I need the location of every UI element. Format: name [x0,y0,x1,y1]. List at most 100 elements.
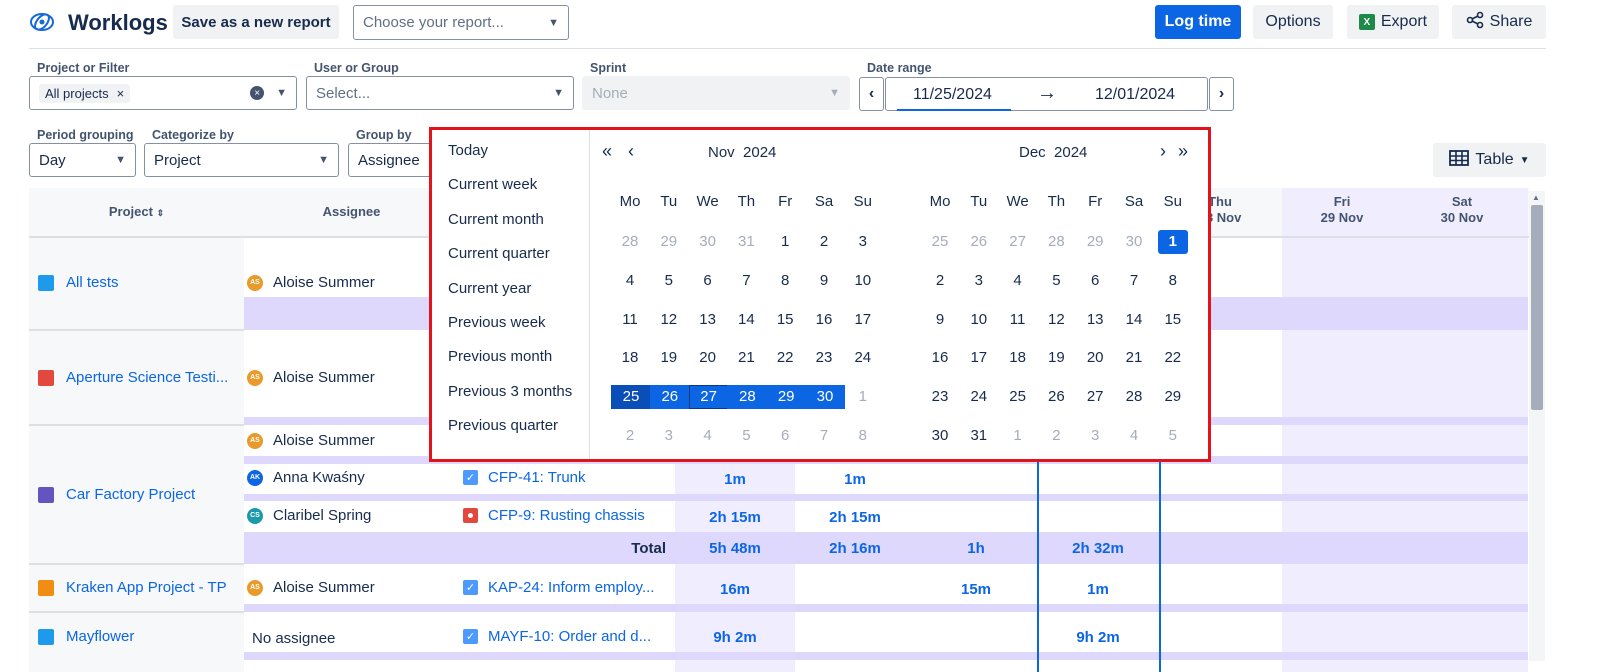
issue-link[interactable]: CFP-9: Rusting chassis [463,507,645,524]
calendar-day[interactable]: 3 [1091,427,1100,444]
preset-option[interactable]: Previous quarter [448,417,559,435]
calendar-day[interactable]: 15 [1164,310,1182,328]
preset-option[interactable]: Current quarter [448,245,550,263]
calendar-day[interactable]: 4 [1013,271,1022,289]
clear-icon[interactable]: × [250,86,265,100]
calendar-day[interactable]: 30 [805,385,845,410]
calendar-day[interactable]: 5 [742,427,751,444]
project-link[interactable]: Mayflower [38,628,134,645]
time-cell[interactable]: 1m [1087,581,1109,598]
calendar-day[interactable]: 6 [1091,271,1100,289]
calendar-day[interactable]: 9 [819,271,829,289]
calendar-day[interactable]: 1 [858,388,867,406]
time-cell[interactable]: 16m [719,581,751,598]
log-time-button[interactable]: Log time [1155,5,1241,39]
calendar-day[interactable]: 14 [1125,310,1143,328]
calendar-day[interactable]: 22 [1164,349,1182,367]
calendar-day[interactable]: 4 [703,427,712,444]
calendar-day[interactable]: 16 [815,310,833,328]
calendar-day[interactable]: 7 [1129,271,1139,289]
calendar-day[interactable]: 3 [664,427,673,444]
preset-option[interactable]: Today [448,142,489,159]
project-chip[interactable]: All projects × [39,83,131,103]
calendar-day[interactable]: 18 [621,349,639,367]
project-link[interactable]: Aperture Science Testi... [38,369,228,386]
calendar-day[interactable]: 24 [854,349,872,367]
calendar-day[interactable]: 28 [1125,388,1143,406]
issue-link[interactable]: ✓ MAYF-10: Order and d... [463,628,651,645]
date-to-input[interactable]: 12/01/2024 [1095,86,1176,103]
calendar-day[interactable]: 3 [974,271,983,289]
issue-link[interactable]: ✓ KAP-24: Inform employ... [463,579,654,596]
date-range-field[interactable] [885,77,1208,111]
calendar-day[interactable]: 21 [1125,349,1143,367]
calendar-day[interactable]: 25 [1009,388,1026,406]
calendar-day[interactable]: 8 [781,271,790,289]
calendar-day[interactable]: 17 [970,349,988,367]
calendar-day[interactable]: 14 [738,310,755,328]
prev-year-button[interactable]: « [602,141,613,161]
calendar-day[interactable]: 26 [649,385,690,410]
calendar-day[interactable]: 1 [1157,230,1188,254]
calendar-day[interactable]: 20 [699,349,716,367]
calendar-day[interactable]: 2 [935,271,945,289]
calendar-day[interactable]: 6 [781,427,790,444]
project-link[interactable]: All tests [38,274,119,291]
next-year-button[interactable]: » [1178,141,1189,161]
remove-chip-icon[interactable]: × [116,85,125,101]
time-cell[interactable]: 1m [844,471,866,488]
calendar-day[interactable]: 10 [854,271,872,289]
calendar-day[interactable]: 28 [1048,233,1065,250]
calendar-day[interactable]: 2 [819,233,829,250]
preset-option[interactable]: Current month [448,210,544,228]
project-link[interactable]: Car Factory Project [38,486,195,503]
calendar-day[interactable]: 29 [660,233,678,250]
time-cell[interactable]: 2h 15m [709,509,761,526]
calendar-day[interactable]: 5 [1168,427,1177,444]
time-cell[interactable]: 2h 15m [829,509,881,526]
calendar-day[interactable]: 31 [970,427,988,444]
preset-option[interactable]: Current week [448,176,538,194]
export-button[interactable]: X Export [1347,5,1439,39]
options-button[interactable]: Options [1253,5,1333,39]
calendar-day[interactable]: 10 [970,310,988,328]
calendar-day[interactable]: 27 [1086,388,1104,406]
calendar-day[interactable]: 24 [970,388,988,406]
calendar-day[interactable]: 30 [931,427,949,444]
time-cell[interactable]: 9h 2m [713,629,757,646]
scroll-up-icon[interactable]: ▲ [1532,193,1540,202]
calendar-day[interactable]: 28 [621,233,639,250]
calendar-day[interactable]: 5 [1052,271,1061,289]
calendar-day[interactable]: 8 [1168,271,1177,289]
calendar-day[interactable]: 4 [625,271,635,289]
next-month-button[interactable]: › [1160,141,1166,161]
calendar-day[interactable]: 9 [935,310,945,328]
calendar-day[interactable]: 6 [703,271,712,289]
user-filter-select[interactable]: Select... ▼ [306,76,574,110]
calendar-day[interactable]: 1 [781,233,790,250]
report-select[interactable]: Choose your report... ▼ [353,5,569,40]
calendar-day[interactable]: 26 [970,233,988,250]
calendar-day[interactable]: 11 [1009,310,1026,328]
calendar-day[interactable]: 22 [776,349,794,367]
categorize-select[interactable]: Project ▼ [144,143,339,177]
calendar-day[interactable]: 30 [699,233,716,250]
next-period-button[interactable]: › [1209,77,1234,111]
calendar-day[interactable]: 29 [1086,233,1104,250]
calendar-day[interactable]: 12 [1048,310,1065,328]
prev-period-button[interactable]: ‹ [859,77,884,111]
calendar-day[interactable]: 23 [931,388,949,406]
period-grouping-select[interactable]: Day ▼ [29,143,136,177]
calendar-day[interactable]: 15 [776,310,794,328]
calendar-day[interactable]: 23 [815,349,833,367]
project-filter-select[interactable]: All projects × × ▼ [29,76,297,110]
scrollbar-thumb[interactable] [1531,205,1543,410]
calendar-day[interactable]: 27 [1009,233,1026,250]
calendar-day[interactable]: 1 [1013,427,1022,444]
table-view-button[interactable]: Table ▼ [1433,143,1546,177]
time-cell[interactable]: 1m [724,471,746,488]
calendar-day[interactable]: 16 [931,349,949,367]
preset-option[interactable]: Current year [448,279,532,297]
calendar-day[interactable]: 7 [819,427,829,444]
calendar-day[interactable]: 26 [1048,388,1065,406]
